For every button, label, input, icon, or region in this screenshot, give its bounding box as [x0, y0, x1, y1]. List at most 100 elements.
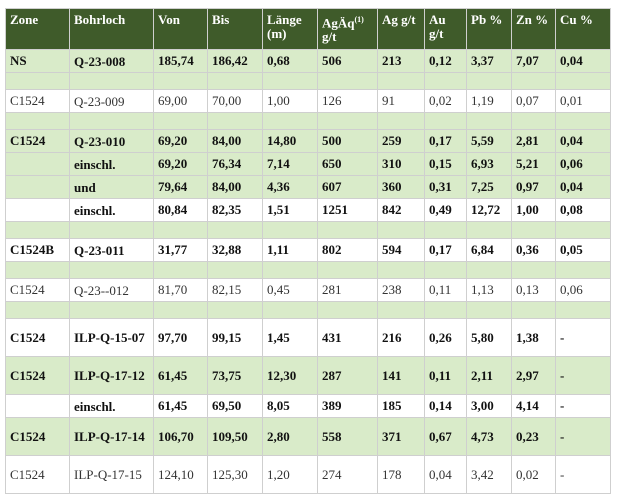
cell-zn: 0,36	[511, 238, 556, 262]
cell-bis: 186,42	[207, 49, 263, 73]
cell-laenge: 1,00	[262, 89, 318, 113]
cell-zone: C1524	[5, 455, 70, 494]
cell-von: 106,70	[153, 417, 208, 456]
table-row: einschl. 61,45 69,50 8,05 389 185 0,14 3,00 4,14…	[5, 394, 611, 418]
spacer-row	[5, 72, 611, 90]
header-agaeq-footnote: (1)	[354, 15, 364, 24]
cell-bohrloch: einschl.	[69, 198, 154, 222]
cell-laenge: 0,45	[262, 278, 318, 302]
cell-ag: 213	[377, 49, 425, 73]
cell-au: 0,12	[424, 49, 467, 73]
header-von: Von	[153, 8, 208, 50]
cell-pb: 3,37	[466, 49, 512, 73]
cell-bis: 69,50	[207, 394, 263, 418]
spacer-cell	[317, 261, 378, 279]
spacer-cell	[317, 112, 378, 130]
cell-au: 0,49	[424, 198, 467, 222]
spacer-cell	[424, 261, 467, 279]
cell-bis: 32,88	[207, 238, 263, 262]
spacer-cell	[511, 261, 556, 279]
cell-cu: 0,04	[555, 129, 611, 153]
spacer-cell	[377, 261, 425, 279]
cell-bohrloch: Q-23-009	[69, 89, 154, 113]
cell-ag: 259	[377, 129, 425, 153]
header-laenge: Länge (m)	[262, 8, 318, 50]
spacer-cell	[5, 221, 70, 239]
cell-bis: 125,30	[207, 455, 263, 494]
cell-laenge: 2,80	[262, 417, 318, 456]
spacer-row	[5, 112, 611, 130]
header-cu: Cu %	[555, 8, 611, 50]
cell-cu: 0,08	[555, 198, 611, 222]
cell-au: 0,15	[424, 152, 467, 176]
spacer-cell	[317, 221, 378, 239]
cell-ag: 185	[377, 394, 425, 418]
spacer-cell	[69, 261, 154, 279]
cell-bohrloch: einschl.	[69, 152, 154, 176]
spacer-cell	[511, 112, 556, 130]
cell-von: 31,77	[153, 238, 208, 262]
cell-pb: 12,72	[466, 198, 512, 222]
cell-pb: 3,42	[466, 455, 512, 494]
spacer-cell	[153, 72, 208, 90]
cell-bis: 73,75	[207, 356, 263, 395]
cell-pb: 2,11	[466, 356, 512, 395]
spacer-cell	[262, 112, 318, 130]
table-row: C1524 ILP-Q-17-14 106,70 109,50 2,80 558 371 0,…	[5, 417, 611, 456]
cell-ag: 141	[377, 356, 425, 395]
cell-laenge: 1,11	[262, 238, 318, 262]
cell-ag: 371	[377, 417, 425, 456]
cell-bohrloch: und	[69, 175, 154, 199]
cell-zn: 0,07	[511, 89, 556, 113]
spacer-cell	[555, 221, 611, 239]
spacer-cell	[466, 221, 512, 239]
cell-zone: C1524	[5, 129, 70, 153]
cell-pb: 1,19	[466, 89, 512, 113]
table-row: einschl. 69,20 76,34 7,14 650 310 0,15 6,93 5,21…	[5, 152, 611, 176]
cell-ag: 216	[377, 318, 425, 357]
spacer-cell	[317, 301, 378, 319]
header-au: Au g/t	[424, 8, 467, 50]
cell-laenge: 1,45	[262, 318, 318, 357]
cell-au: 0,17	[424, 129, 467, 153]
table-row: NS Q-23-008 185,74 186,42 0,68 506 213 0,12 3,37…	[5, 49, 611, 73]
cell-pb: 7,25	[466, 175, 512, 199]
cell-von: 81,70	[153, 278, 208, 302]
cell-agaeq: 802	[317, 238, 378, 262]
cell-laenge: 4,36	[262, 175, 318, 199]
spacer-cell	[69, 112, 154, 130]
spacer-cell	[69, 72, 154, 90]
cell-von: 69,20	[153, 129, 208, 153]
cell-agaeq: 274	[317, 455, 378, 494]
cell-pb: 3,00	[466, 394, 512, 418]
cell-cu: 0,06	[555, 152, 611, 176]
cell-agaeq: 431	[317, 318, 378, 357]
spacer-cell	[153, 301, 208, 319]
cell-zone	[5, 394, 70, 418]
cell-au: 0,11	[424, 278, 467, 302]
spacer-cell	[262, 221, 318, 239]
cell-agaeq: 126	[317, 89, 378, 113]
cell-au: 0,26	[424, 318, 467, 357]
cell-zone	[5, 198, 70, 222]
cell-zone: C1524	[5, 318, 70, 357]
spacer-cell	[377, 301, 425, 319]
cell-ag: 238	[377, 278, 425, 302]
table-row: C1524B Q-23-011 31,77 32,88 1,11 802 594 0,17 6,…	[5, 238, 611, 262]
header-bis: Bis	[207, 8, 263, 50]
header-bohrloch: Bohrloch	[69, 8, 154, 50]
spacer-cell	[262, 72, 318, 90]
spacer-cell	[5, 261, 70, 279]
header-pb: Pb %	[466, 8, 512, 50]
spacer-row	[5, 301, 611, 319]
spacer-cell	[207, 72, 263, 90]
cell-cu: -	[555, 356, 611, 395]
spacer-cell	[207, 221, 263, 239]
cell-ag: 178	[377, 455, 425, 494]
spacer-cell	[466, 72, 512, 90]
table-row: und 79,64 84,00 4,36 607 360 0,31 7,25 0,97 0,04	[5, 175, 611, 199]
cell-ag: 594	[377, 238, 425, 262]
cell-au: 0,04	[424, 455, 467, 494]
header-agaeq-label: AgÄq	[322, 15, 355, 31]
drill-results-table: Zone Bohrloch Von Bis Länge (m) AgÄq(1) g…	[5, 8, 611, 494]
